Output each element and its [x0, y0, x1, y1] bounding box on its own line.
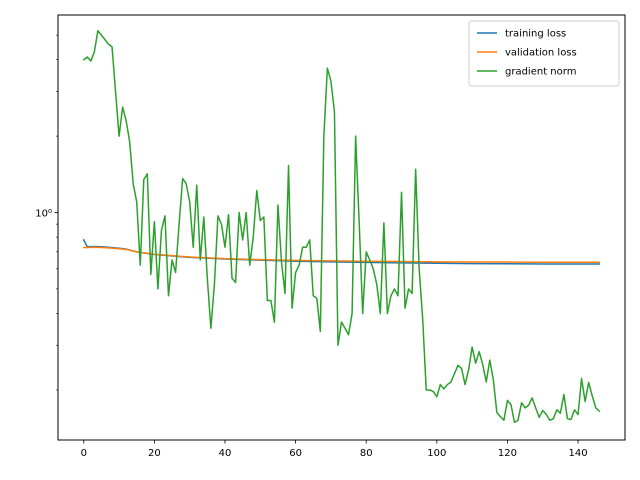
- legend-label: validation loss: [505, 48, 577, 59]
- plot-lines: [82, 30, 601, 424]
- series-line-validation-loss: [83, 246, 600, 263]
- x-tick-label: 0: [81, 448, 87, 459]
- legend-label: training loss: [505, 29, 566, 40]
- plot-frame: [57, 14, 626, 441]
- series-line-gradient-norm: [82, 30, 601, 424]
- x-tick-label: 60: [289, 448, 302, 459]
- x-axis: 0 20 40 60 80 100 120 140: [81, 440, 588, 459]
- legend-box: [468, 20, 620, 87]
- legend: training loss validation loss gradient nor…: [468, 20, 620, 87]
- x-tick-label: 140: [568, 448, 587, 459]
- x-tick-label: 20: [148, 448, 161, 459]
- y-axis: 10⁰: [35, 34, 58, 391]
- x-tick-label: 120: [498, 448, 517, 459]
- x-tick-label: 40: [219, 448, 232, 459]
- y-tick-label: 10⁰: [35, 209, 52, 220]
- x-tick-label: 100: [427, 448, 446, 459]
- x-tick-label: 80: [360, 448, 373, 459]
- legend-label: gradient norm: [505, 67, 576, 78]
